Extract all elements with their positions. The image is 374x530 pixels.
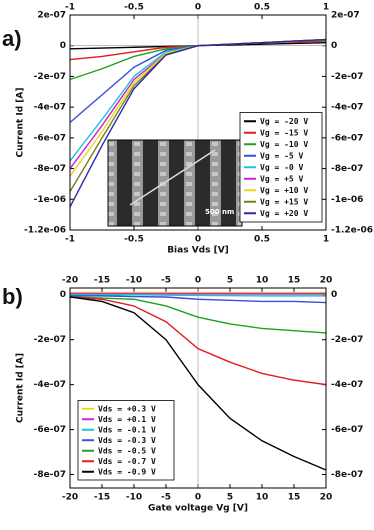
legend-label: Vg = +20 V <box>260 209 308 218</box>
x-tick-label: 0 <box>195 235 201 245</box>
y2-tick-label: -8e-07 <box>331 470 363 480</box>
legend-label: Vds = -0.9 V <box>98 467 156 476</box>
legend-label: Vds = -0.5 V <box>98 446 156 455</box>
y2-tick-label: -8e-07 <box>331 164 363 174</box>
x-tick-label: 20 <box>320 493 333 503</box>
y-tick-label: -2e-07 <box>34 335 66 345</box>
x-tick-label: -20 <box>62 493 78 503</box>
y2-tick-label: -2e-07 <box>331 335 363 345</box>
y-tick-label: -1.2e-06 <box>24 226 66 236</box>
nanowire <box>129 149 216 206</box>
y-tick-label: -6e-07 <box>34 425 66 435</box>
x-axis-title: Gate voltage Vg [V] <box>148 504 248 514</box>
y-tick-label: -8e-07 <box>34 470 66 480</box>
x-tick-label: 5 <box>227 276 233 286</box>
x-tick-label: -10 <box>126 276 142 286</box>
legend-label: Vg = +10 V <box>260 186 308 195</box>
data-line <box>69 296 327 386</box>
y-tick-label: 2e-07 <box>37 11 66 21</box>
data-line <box>69 296 327 471</box>
data-line <box>69 38 327 208</box>
x-tick-label: 10 <box>256 493 269 503</box>
y-axis-title: Current Id [A] <box>16 353 26 423</box>
inset-image <box>107 139 243 227</box>
panel-label: a) <box>2 26 22 51</box>
y2-tick-label: -4e-07 <box>331 380 363 390</box>
x-tick-label: 0.5 <box>254 235 270 245</box>
y2-tick-label: 0 <box>331 290 337 300</box>
y-tick-label: 0 <box>60 290 66 300</box>
data-line <box>69 296 327 334</box>
x-tick-label: 0 <box>195 276 201 286</box>
legend-label: Vg = -5 V <box>260 151 304 160</box>
y-tick-label: -4e-07 <box>34 103 66 113</box>
y2-tick-label: 0 <box>331 41 337 51</box>
y-tick-label: 0 <box>60 41 66 51</box>
y2-tick-label: 2e-07 <box>331 11 360 21</box>
y-tick-label: -6e-07 <box>34 133 66 143</box>
y-tick-label: -1e-06 <box>34 195 66 205</box>
legend-label: Vg = -20 V <box>260 117 308 126</box>
data-line <box>70 295 327 304</box>
x-tick-label: 5 <box>227 493 233 503</box>
legend-label: Vg = -15 V <box>260 128 308 137</box>
x-axis-title: Bias Vds [V] <box>167 246 229 256</box>
y2-tick-label: -1.2e-06 <box>331 226 373 236</box>
x-tick-label: 15 <box>288 276 301 286</box>
x-tick-label: 1 <box>323 235 329 245</box>
x-tick-label: 0 <box>195 493 201 503</box>
x-tick-label: -0.5 <box>124 235 144 245</box>
panel-label: b) <box>2 284 23 309</box>
x-tick-label: 0 <box>195 3 201 13</box>
inset-scale-label: 500 nm <box>205 208 234 216</box>
legend-label: Vg = -0 V <box>260 163 304 172</box>
x-tick-label: 20 <box>320 276 333 286</box>
x-tick-label: -10 <box>126 493 142 503</box>
y-tick-label: -4e-07 <box>34 380 66 390</box>
plot-frame <box>69 14 327 231</box>
x-tick-label: 10 <box>256 276 269 286</box>
legend-label: Vds = +0.1 V <box>98 415 156 424</box>
legend-label: Vg = -10 V <box>260 140 308 149</box>
y2-tick-label: -4e-07 <box>331 103 363 113</box>
legend-label: Vg = +15 V <box>260 197 308 206</box>
y2-tick-label: -6e-07 <box>331 133 363 143</box>
y-tick-label: -8e-07 <box>34 164 66 174</box>
x-tick-label: -1 <box>65 235 75 245</box>
plot-frame <box>69 287 327 489</box>
legend-label: Vds = +0.3 V <box>98 404 156 413</box>
x-tick-label: -5 <box>161 276 171 286</box>
data-line <box>70 294 326 297</box>
legend-label: Vds = -0.7 V <box>98 457 156 466</box>
y2-tick-label: -1e-06 <box>331 195 363 205</box>
x-tick-label: 0.5 <box>254 3 270 13</box>
y2-tick-label: -2e-07 <box>331 72 363 82</box>
legend-label: Vds = -0.1 V <box>98 425 156 434</box>
x-tick-label: 1 <box>323 3 329 13</box>
y-axis-title: Current Id [A] <box>16 88 26 158</box>
y2-tick-label: -6e-07 <box>331 425 363 435</box>
x-tick-label: -1 <box>65 3 75 13</box>
x-tick-label: -20 <box>62 276 78 286</box>
y-tick-label: -2e-07 <box>34 72 66 82</box>
x-tick-label: -15 <box>94 276 110 286</box>
legend-label: Vg = +5 V <box>260 174 304 183</box>
x-tick-label: 15 <box>288 493 301 503</box>
x-tick-label: -5 <box>161 493 171 503</box>
legend-label: Vds = -0.3 V <box>98 436 156 445</box>
x-tick-label: -15 <box>94 493 110 503</box>
x-tick-label: -0.5 <box>124 3 144 13</box>
